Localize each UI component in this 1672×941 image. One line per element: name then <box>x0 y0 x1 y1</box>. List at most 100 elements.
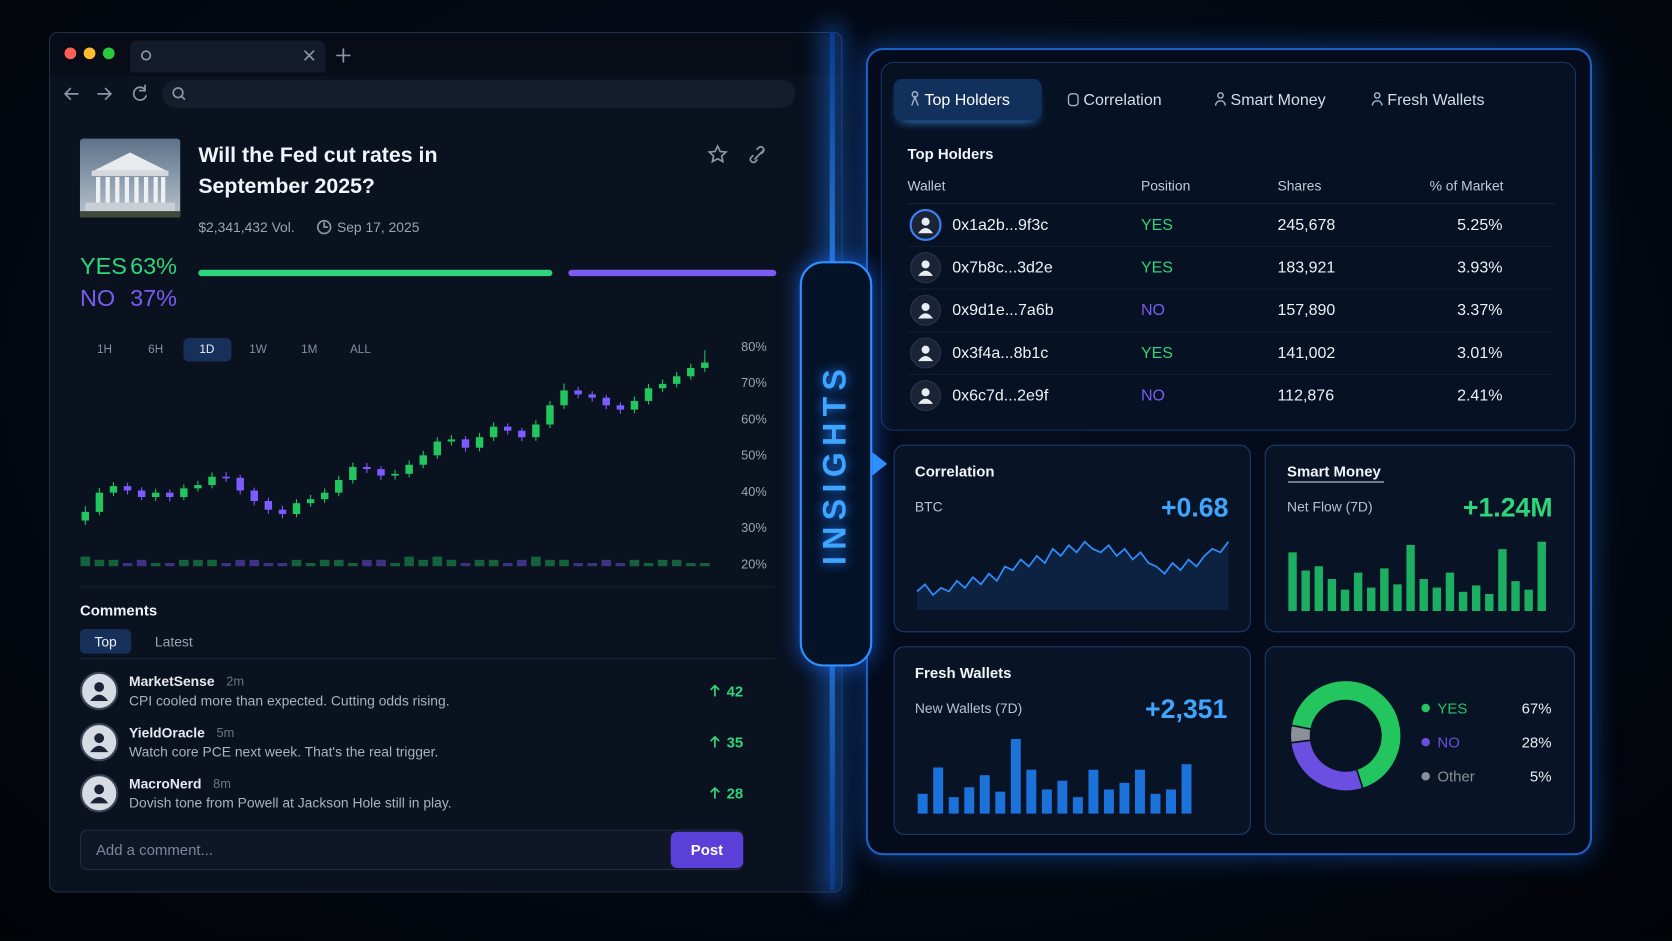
comment-tab-active-bg[interactable] <box>79 629 132 654</box>
avatar-body <box>918 355 934 362</box>
comment-tab[interactable]: Top <box>94 633 117 650</box>
candle-body <box>560 390 568 406</box>
volume-bar <box>545 559 555 567</box>
table-cell: 0x7b8c...3d2e <box>952 258 1053 277</box>
new-tab-icon[interactable] <box>336 48 351 63</box>
bar <box>1340 589 1350 612</box>
volume-bar <box>643 563 654 567</box>
candle-body <box>419 455 427 465</box>
volume-bar <box>164 563 175 567</box>
comment-tab[interactable]: Latest <box>154 633 193 650</box>
y-tick-label: 60% <box>741 411 767 427</box>
card-title: Fresh Wallets <box>914 664 1012 682</box>
comment-input[interactable] <box>79 829 744 871</box>
comment-placeholder[interactable]: Add a comment... <box>95 841 213 859</box>
insights-tab[interactable]: Top Holders <box>924 91 1010 110</box>
insights-tab[interactable]: Fresh Wallets <box>1387 91 1485 110</box>
star-icon[interactable] <box>707 144 728 164</box>
candle-body <box>447 439 456 442</box>
candle-body <box>588 394 596 398</box>
volume-bar <box>108 559 119 567</box>
candle-body <box>630 400 639 410</box>
upvote-icon[interactable] <box>710 735 720 748</box>
avatar-head <box>921 345 930 354</box>
candle-body <box>95 492 104 512</box>
candle-body <box>180 488 188 498</box>
close-dot[interactable] <box>64 47 77 60</box>
range-button[interactable]: 1M <box>301 343 318 357</box>
candle-body <box>518 430 526 438</box>
volume-bar <box>136 559 147 567</box>
bar <box>1150 793 1161 814</box>
forward-icon[interactable] <box>97 87 113 101</box>
volume-bar <box>671 559 682 567</box>
bar <box>1314 566 1323 612</box>
candle-body <box>137 490 146 498</box>
chrome-icons <box>63 48 765 235</box>
bar <box>1026 769 1037 814</box>
bar <box>964 787 975 814</box>
candle-body <box>644 388 653 401</box>
card-value: +0.68 <box>1160 493 1229 524</box>
donut-segment <box>1289 724 1313 744</box>
table-header: % of Market <box>1429 177 1504 194</box>
card-title: Smart Money <box>1287 462 1381 480</box>
browser-tab[interactable] <box>130 40 326 73</box>
bar <box>1288 552 1297 612</box>
post-button[interactable] <box>670 831 744 868</box>
post-button-label[interactable]: Post <box>690 841 724 859</box>
candle-body <box>151 492 160 498</box>
back-icon[interactable] <box>63 87 79 101</box>
insights-pill[interactable] <box>799 261 873 667</box>
comment-user: YieldOracle <box>129 724 205 741</box>
comment-time: 8m <box>213 776 231 792</box>
range-active-bg[interactable] <box>183 338 232 362</box>
avatar-head <box>921 260 930 269</box>
reload-icon[interactable] <box>132 84 147 101</box>
avatar-body <box>918 270 934 276</box>
candle-body <box>672 376 681 384</box>
upvote-icon[interactable] <box>710 684 720 697</box>
address-bar[interactable] <box>162 79 796 108</box>
volume-bar <box>291 559 302 567</box>
table-cell: 2.41% <box>1457 386 1503 405</box>
bar <box>1485 593 1494 612</box>
y-tick-label: 50% <box>741 447 767 463</box>
tab-close-icon[interactable] <box>304 50 315 61</box>
candle-body <box>503 426 512 431</box>
volume-bar <box>502 563 513 567</box>
volume-bar <box>221 563 231 567</box>
insights-label[interactable]: INSIGHTS <box>817 362 854 565</box>
active-tab[interactable] <box>893 78 1042 121</box>
link-icon[interactable] <box>749 146 765 164</box>
maximize-dot[interactable] <box>102 47 115 60</box>
comment-text: Dovish tone from Powell at Jackson Hole … <box>129 794 452 811</box>
volume-bar <box>263 563 274 567</box>
range-button[interactable]: 1W <box>249 343 267 357</box>
bar <box>948 797 959 814</box>
card-metric: Net Flow (7D) <box>1287 498 1373 515</box>
insights-tab[interactable]: Smart Money <box>1230 91 1326 110</box>
candle-body <box>377 469 385 476</box>
bar <box>1166 789 1176 814</box>
candle-body <box>489 426 498 438</box>
tab-icon <box>911 91 919 106</box>
table-title: Top Holders <box>907 145 994 163</box>
candle-body <box>250 490 259 502</box>
avatar-body <box>90 745 109 753</box>
image-entablature <box>91 170 169 176</box>
volume-bar <box>615 563 626 567</box>
minimize-dot[interactable] <box>83 47 96 60</box>
range-button[interactable]: ALL <box>349 343 371 357</box>
volume-bar <box>348 563 358 567</box>
range-button[interactable]: 1H <box>97 343 112 357</box>
insights-tab[interactable]: Correlation <box>1083 91 1162 110</box>
comments-divider <box>79 657 776 659</box>
range-button[interactable]: 6H <box>148 343 164 357</box>
card-metric: New Wallets (7D) <box>914 700 1023 717</box>
bar <box>979 775 990 814</box>
upvote-icon[interactable] <box>710 786 720 799</box>
legend-dot <box>1421 703 1430 713</box>
range-button[interactable]: 1D <box>199 343 215 357</box>
